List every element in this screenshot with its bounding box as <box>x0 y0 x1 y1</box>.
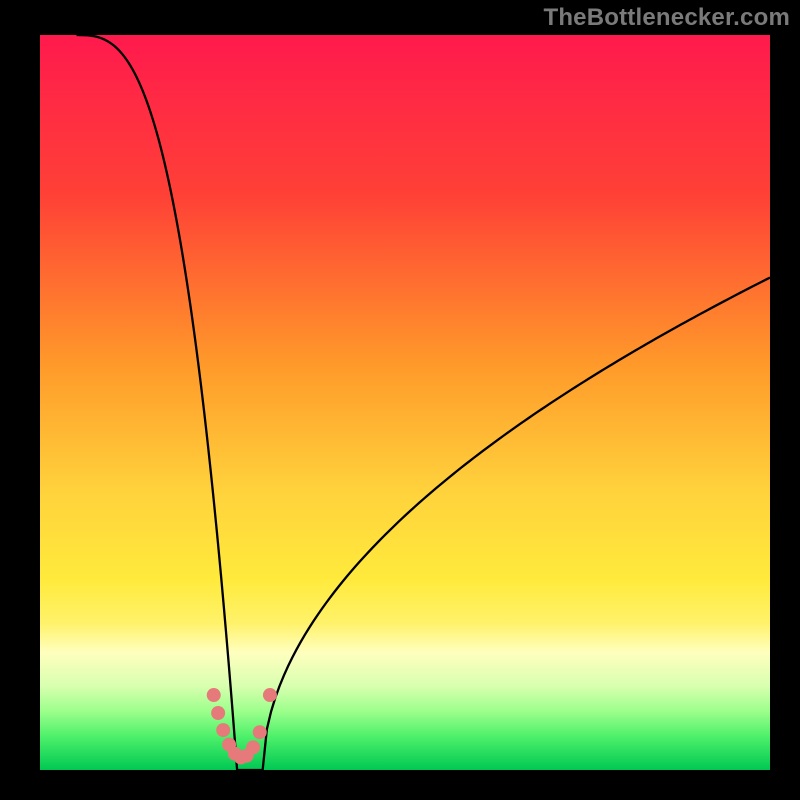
data-marker <box>216 723 230 737</box>
data-marker <box>253 725 267 739</box>
watermark-text: TheBottlenecker.com <box>543 4 790 32</box>
data-marker <box>246 740 260 754</box>
bottleneck-chart <box>0 0 800 800</box>
data-marker <box>211 706 225 720</box>
plot-background <box>40 35 770 770</box>
data-marker <box>263 688 277 702</box>
data-marker <box>207 688 221 702</box>
